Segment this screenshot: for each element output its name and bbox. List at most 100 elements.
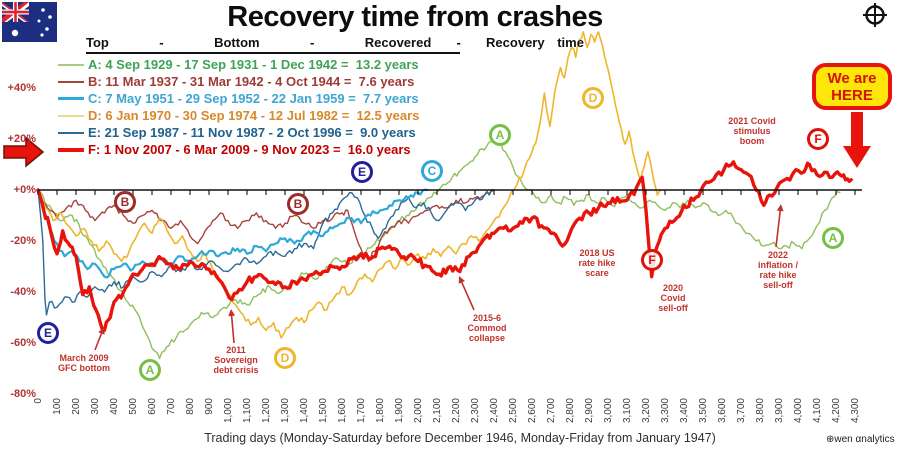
x-tick-label: 1,300 <box>280 398 291 424</box>
x-tick-label: 2,700 <box>546 398 557 424</box>
here-line2: HERE <box>831 86 873 104</box>
x-tick-label: 900 <box>204 398 215 415</box>
legend-swatch-F <box>58 147 84 152</box>
circled-letter-B: B <box>114 191 136 213</box>
y-tick-label: +20% <box>7 133 36 145</box>
annotation-2022-inflation-rate-hike-sell-off: 2022 inflation / rate hike sell-off <box>758 250 798 290</box>
series-E-line <box>37 189 495 316</box>
x-tick-label: 2,900 <box>584 398 595 424</box>
australian-flag-icon <box>2 2 57 42</box>
series-D-line <box>37 31 663 339</box>
circled-letter-A: A <box>139 359 161 381</box>
x-tick-label: 3,600 <box>717 398 728 424</box>
x-tick-label: 2,500 <box>508 398 519 424</box>
x-tick-label: 1,700 <box>356 398 367 424</box>
series-C-line <box>36 188 429 279</box>
x-tick-label: 3,100 <box>622 398 633 424</box>
x-tick-label: 3,900 <box>774 398 785 424</box>
legend-swatch-C <box>58 97 84 100</box>
legend-row-E: E: 21 Sep 1987 - 11 Nov 1987 - 2 Oct 199… <box>58 124 416 141</box>
legend-row-F: F: 1 Nov 2007 - 6 Mar 2009 - 9 Nov 2023 … <box>58 141 411 158</box>
x-tick-label: 3,500 <box>698 398 709 424</box>
circled-letter-F: F <box>807 128 829 150</box>
legend-swatch-D <box>58 114 84 117</box>
x-tick-label: 600 <box>147 398 158 415</box>
x-tick-label: 1,200 <box>261 398 272 424</box>
legend-row-B: B: 11 Mar 1937 - 31 Mar 1942 - 4 Oct 194… <box>58 73 414 90</box>
x-tick-label: 2,800 <box>565 398 576 424</box>
x-tick-label: 0 <box>33 398 44 404</box>
x-tick-label: 3,800 <box>755 398 766 424</box>
circled-letter-E: E <box>351 161 373 183</box>
crosshair-logo-icon <box>863 3 887 27</box>
annotation-arrow <box>459 279 475 311</box>
annotation-arrow <box>230 312 235 344</box>
legend-pointer-arrow-icon <box>3 136 45 168</box>
annotation-arrow <box>94 330 104 351</box>
x-tick-label: 200 <box>71 398 82 415</box>
y-tick-label: -60% <box>10 337 36 349</box>
annotation-arrowhead <box>228 309 236 317</box>
x-tick-label: 100 <box>52 398 63 415</box>
x-tick-label: 1,400 <box>299 398 310 424</box>
x-tick-label: 2,200 <box>451 398 462 424</box>
annotation-2018-us-rate-hike-scare: 2018 US rate hike scare <box>578 248 616 278</box>
x-tick-label: 1,800 <box>375 398 386 424</box>
annotation-2020-covid-sell-off: 2020 Covid sell-off <box>658 283 688 313</box>
legend-label-B: B: 11 Mar 1937 - 31 Mar 1942 - 4 Oct 194… <box>88 73 415 89</box>
legend-row-D: D: 6 Jan 1970 - 30 Sep 1974 - 12 Jul 198… <box>58 107 419 124</box>
here-line1: We are <box>827 69 877 87</box>
y-tick-label: +0% <box>13 184 36 196</box>
legend-row-A: A: 4 Sep 1929 - 17 Sep 1931 - 1 Dec 1942… <box>58 56 419 73</box>
circled-letter-A: A <box>822 227 844 249</box>
page-title: Recovery time from crashes <box>227 1 603 33</box>
x-tick-label: 700 <box>166 398 177 415</box>
circled-letter-B: B <box>287 193 309 215</box>
annotation-2011-sovereign-debt-crisis: 2011 Sovereign debt crisis <box>213 345 259 375</box>
legend-swatch-B <box>58 80 84 83</box>
x-tick-label: 3,200 <box>641 398 652 424</box>
circled-letter-C: C <box>421 160 443 182</box>
annotation-2015-6-commod-collapse: 2015-6 Commod collapse <box>467 313 507 343</box>
x-tick-label: 3,300 <box>660 398 671 424</box>
x-tick-label: 4,100 <box>812 398 823 424</box>
x-tick-label: 2,300 <box>470 398 481 424</box>
legend-swatch-A <box>58 63 84 66</box>
legend-row-C: C: 7 May 1951 - 29 Sep 1952 - 22 Jan 195… <box>58 90 419 107</box>
watermark-owen-analytics: ⊕wen αnalytics <box>826 434 895 445</box>
circled-letter-D: D <box>582 87 604 109</box>
x-tick-label: 300 <box>90 398 101 415</box>
x-tick-label: 1,600 <box>337 398 348 424</box>
y-tick-label: -80% <box>10 388 36 400</box>
x-tick-label: 3,000 <box>603 398 614 424</box>
y-tick-label: -40% <box>10 286 36 298</box>
annotation-arrow <box>775 207 782 248</box>
circled-letter-F: F <box>641 249 663 271</box>
annotation-march-2009-gfc-bottom: March 2009 GFC bottom <box>58 353 110 373</box>
x-tick-label: 3,400 <box>679 398 690 424</box>
x-axis-title: Trading days (Monday-Saturday before Dec… <box>204 431 716 445</box>
x-tick-label: 2,100 <box>432 398 443 424</box>
x-tick-label: 4,300 <box>850 398 861 424</box>
we-are-here-arrow-icon <box>843 112 871 168</box>
x-tick-label: 400 <box>109 398 120 415</box>
stars <box>11 8 52 37</box>
legend-label-A: A: 4 Sep 1929 - 17 Sep 1931 - 1 Dec 1942… <box>88 56 419 72</box>
x-tick-label: 1,100 <box>242 398 253 424</box>
x-tick-label: 800 <box>185 398 196 415</box>
legend-label-D: D: 6 Jan 1970 - 30 Sep 1974 - 12 Jul 198… <box>88 107 420 123</box>
legend-swatch-E <box>58 131 84 134</box>
legend-label-F: F: 1 Nov 2007 - 6 Mar 2009 - 9 Nov 2023 … <box>88 141 411 157</box>
x-tick-label: 3,700 <box>736 398 747 424</box>
annotation-2021-covid-stimulus-boom: 2021 Covid stimulus boom <box>728 116 776 146</box>
legend-label-E: E: 21 Sep 1987 - 11 Nov 1987 - 2 Oct 199… <box>88 124 416 140</box>
legend-label-C: C: 7 May 1951 - 29 Sep 1952 - 22 Jan 195… <box>88 90 419 106</box>
x-tick-label: 4,200 <box>831 398 842 424</box>
circled-letter-D: D <box>274 347 296 369</box>
x-tick-label: 1,000 <box>223 398 234 424</box>
annotation-arrowhead <box>458 276 465 284</box>
we-are-here-callout: We are HERE <box>812 63 892 110</box>
x-tick-label: 4,000 <box>793 398 804 424</box>
